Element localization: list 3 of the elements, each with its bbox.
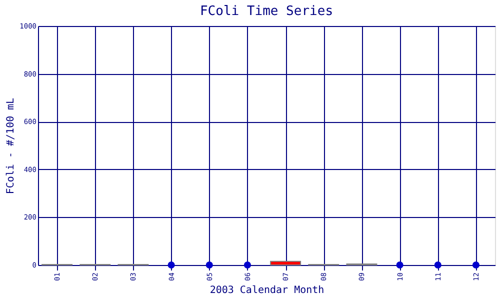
y-axis-title: FColi - #/100 mL: [6, 98, 17, 194]
chart-title: FColi Time Series: [200, 4, 334, 19]
x-axis-title: 2003 Calendar Month: [210, 284, 324, 296]
